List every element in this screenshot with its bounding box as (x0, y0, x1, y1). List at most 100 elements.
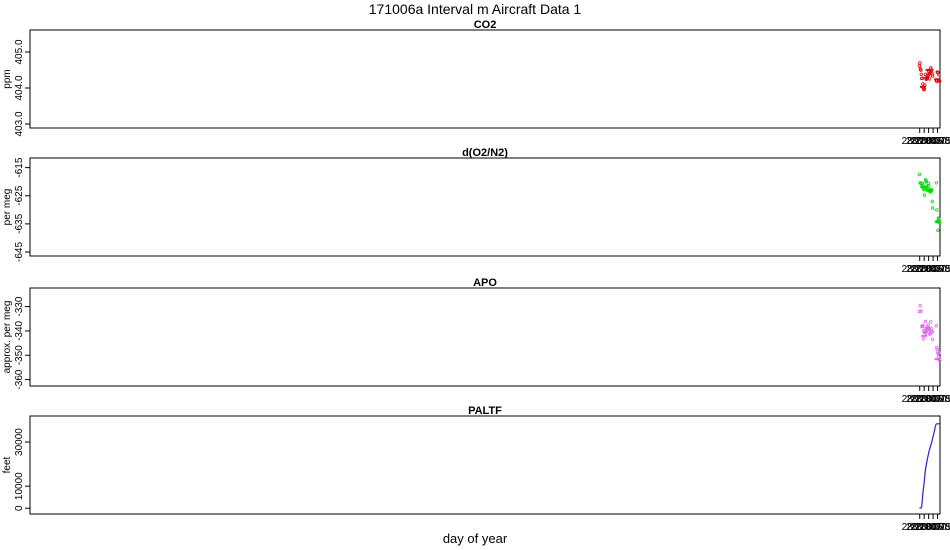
y-axis: -645 -635 -625 -615 (14, 157, 30, 262)
data-point (931, 337, 935, 341)
y-tick-label: 404.0 (14, 75, 25, 100)
data-point (934, 324, 938, 328)
y-axis: -360 -350 -340 -330 (14, 296, 30, 390)
x-tick-label: 280.070 (911, 264, 948, 275)
data-point (917, 309, 922, 314)
x-tick-label: 280.060 (902, 264, 939, 275)
panel-title: APO (473, 277, 497, 289)
data-point (917, 64, 922, 68)
x-tick-label: 280.075 (915, 264, 950, 275)
data-point (936, 355, 941, 359)
plot-frame (29, 287, 941, 387)
data-point (927, 183, 931, 188)
data-point (930, 327, 934, 331)
plot-frame (29, 29, 941, 129)
y-tick-label: -625 (14, 185, 25, 205)
panel-apo: APO approx. per meg -360 -350 -340 -330 280… (2, 277, 950, 405)
data-point (935, 208, 939, 212)
panel-paltf: PALTF feet 0 10000 30000 280.060280.065280… (2, 405, 950, 533)
data-point (930, 199, 934, 203)
data-point (935, 345, 939, 350)
data-series (919, 423, 940, 509)
data-point (919, 72, 923, 76)
data-series (917, 304, 942, 363)
y-tick-label: -635 (14, 213, 25, 233)
x-tick-label: 280.060 (902, 522, 939, 533)
x-axis-label: day of year (443, 531, 508, 546)
x-tick-label: 280.080 (919, 522, 950, 533)
x-tick-label: 280.065 (906, 264, 943, 275)
x-tick-label: 280.060 (902, 136, 939, 147)
panel-co2: CO2 ppm 403.0 404.0 405.0 280.060280.06528… (2, 19, 950, 147)
data-point (929, 320, 933, 324)
data-point (917, 172, 922, 176)
data-point (931, 74, 935, 78)
plot-frame (29, 415, 941, 515)
panel-title: d(O2/N2) (462, 147, 508, 159)
data-point (919, 68, 923, 72)
data-point (920, 76, 924, 80)
x-tick-label: 280.075 (915, 394, 950, 405)
data-point (922, 87, 926, 91)
data-point (918, 61, 922, 65)
x-tick-label: 280.080 (919, 394, 950, 405)
data-point (937, 72, 941, 77)
data-point (937, 351, 941, 355)
y-tick-label: -645 (14, 242, 25, 262)
data-point (922, 193, 927, 197)
y-tick-label: -615 (14, 157, 25, 177)
y-tick-label: -350 (14, 345, 25, 365)
plot-frame (29, 157, 941, 257)
x-tick-label: 280.070 (911, 136, 948, 147)
panel-title: CO2 (474, 19, 497, 31)
panel-do2n2: d(O2/N2) per meg -645 -635 -625 -615 280.06… (2, 147, 950, 275)
data-point (923, 72, 927, 76)
data-point (936, 228, 940, 232)
data-point (918, 304, 922, 308)
x-tick-label: 280.065 (906, 394, 943, 405)
x-tick-label: 280.070 (911, 522, 948, 533)
data-point (931, 206, 935, 210)
y-axis: 403.0 404.0 405.0 (14, 39, 30, 137)
y-tick-label: -330 (14, 296, 25, 316)
page-title: 171006a Interval m Aircraft Data 1 (369, 1, 582, 17)
panel-title: PALTF (468, 405, 502, 417)
data-series (917, 61, 942, 92)
data-point (921, 323, 925, 328)
y-tick-label: 403.0 (14, 111, 25, 136)
data-point (926, 323, 930, 327)
data-point (919, 309, 923, 313)
data-point (919, 181, 923, 186)
y-axis-label: approx. per meg (2, 301, 13, 374)
y-tick-label: 30000 (14, 428, 25, 456)
x-tick-label: 280.065 (906, 522, 943, 533)
x-tick-label: 280.070 (911, 394, 948, 405)
data-point (923, 319, 928, 324)
x-tick-label: 280.075 (915, 522, 950, 533)
data-point (935, 347, 939, 352)
y-tick-label: 0 (14, 505, 25, 511)
data-series (917, 172, 942, 232)
y-tick-label: -360 (14, 369, 25, 389)
y-tick-label: 10000 (14, 472, 25, 500)
x-tick-label: 280.060 (902, 394, 939, 405)
data-point (937, 217, 941, 221)
data-point (930, 330, 934, 334)
y-axis-label: ppm (2, 69, 13, 88)
y-axis: 0 10000 30000 (14, 428, 30, 511)
y-tick-label: -340 (14, 320, 25, 340)
x-tick-label: 280.080 (919, 136, 950, 147)
y-axis-label: per meg (2, 189, 13, 226)
x-tick-label: 280.080 (919, 264, 950, 275)
y-axis-label: feet (2, 456, 13, 473)
x-tick-label: 280.075 (915, 136, 950, 147)
data-point (934, 181, 938, 185)
data-point (921, 337, 926, 341)
altitude-line (919, 423, 940, 509)
x-tick-label: 280.065 (906, 136, 943, 147)
